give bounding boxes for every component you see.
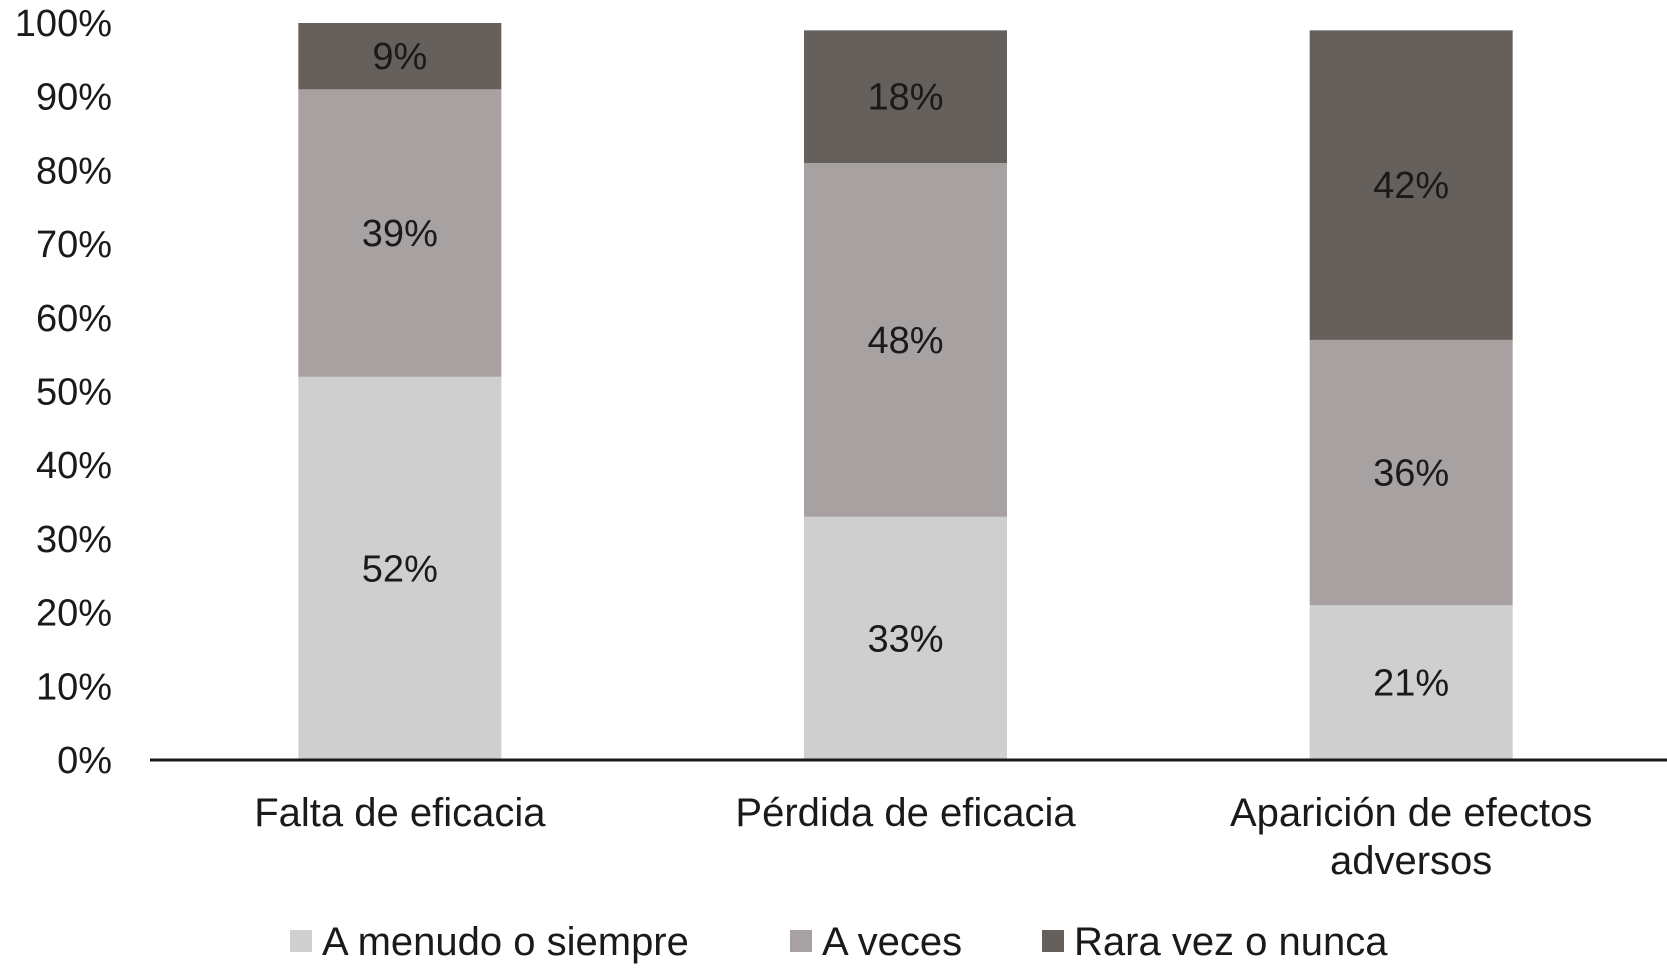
y-tick-label: 90% [36,77,112,119]
legend-item: A veces [790,920,962,964]
bar-segment [1309,605,1513,760]
data-labels: 52% 39% 9% 33% 48% 18% 21% 36% 42% [362,36,1449,704]
x-category-label: Falta de eficacia [254,791,546,835]
legend-label: Rara vez o nunca [1074,920,1388,964]
bar-segment [298,89,502,377]
bar-segment [1309,30,1513,340]
legend-item: Rara vez o nunca [1042,920,1388,964]
x-category-label: Pérdida de eficacia [735,791,1076,835]
data-label: 42% [1373,165,1449,207]
y-tick-label: 80% [36,150,112,192]
data-label: 36% [1373,453,1449,495]
legend-swatch [790,930,812,952]
x-axis-categories: Falta de eficacia Pérdida de eficacia Apar… [254,791,1592,883]
y-tick-label: 50% [36,372,112,414]
y-tick-label: 30% [36,519,112,561]
bar-segment [804,516,1007,760]
bar-segment [1309,339,1513,606]
y-tick-label: 60% [36,298,112,340]
data-label: 21% [1373,663,1449,705]
legend-swatch [1042,930,1064,952]
legend: A menudo o siempre A veces Rara vez o nunc… [290,920,1388,964]
data-label: 52% [362,548,438,590]
y-tick-label: 20% [36,593,112,635]
bar-segment [298,23,502,90]
legend-label: A menudo o siempre [322,920,689,964]
data-label: 18% [867,77,943,119]
y-tick-label: 0% [57,740,112,782]
data-label: 33% [867,618,943,660]
data-label: 39% [362,213,438,255]
data-label: 9% [372,36,427,78]
bars [298,23,1513,760]
y-tick-label: 10% [36,666,112,708]
bar-segment [804,30,1007,164]
y-tick-label: 40% [36,445,112,487]
bar-segment [298,376,502,760]
data-label: 48% [867,320,943,362]
y-axis-ticks: 0% 10% 20% 30% 40% 50% 60% 70% 80% 90% 100% [15,3,112,782]
y-tick-label: 70% [36,224,112,266]
y-tick-label: 100% [15,3,112,45]
legend-swatch [290,930,312,952]
legend-item: A menudo o siempre [290,920,689,964]
bar-segment [804,163,1007,517]
legend-label: A veces [822,920,962,964]
x-category-label: Aparición de efectos adversos [1230,791,1592,883]
